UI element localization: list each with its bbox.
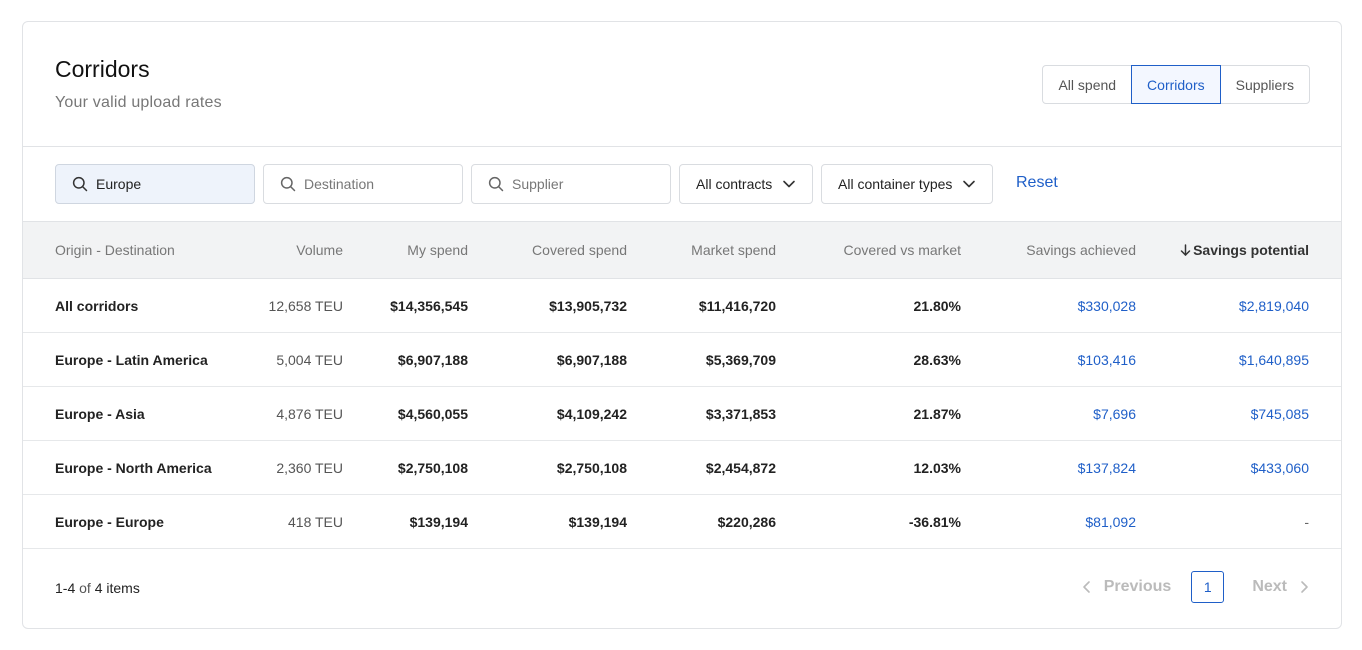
column-header-my-spend[interactable]: My spend [407, 242, 468, 258]
cell-covered-spend: $6,907,188 [556, 351, 627, 368]
cell-covered-vs-market: -36.81% [908, 513, 961, 530]
table-row[interactable]: Europe - Asia 4,876 TEU $4,560,055 $4,10… [23, 387, 1341, 441]
origin-search-input[interactable] [96, 176, 246, 192]
cell-market-spend: $11,416,720 [698, 297, 776, 314]
contracts-dropdown-label: All contracts [696, 176, 773, 192]
cell-my-spend: $14,356,545 [390, 297, 468, 314]
table-header-row: Origin - Destination Volume My spend Cov… [23, 221, 1341, 279]
destination-search-field[interactable] [263, 164, 463, 204]
column-header-savings-potential[interactable]: Savings potential [1136, 222, 1341, 279]
segment-suppliers[interactable]: Suppliers [1219, 65, 1310, 104]
cell-covered-vs-market: 28.63% [913, 351, 961, 368]
contracts-dropdown[interactable]: All contracts [679, 164, 814, 204]
cell-savings-achieved[interactable]: $103,416 [1077, 351, 1136, 368]
container-types-dropdown-label: All container types [838, 176, 953, 192]
table-row[interactable]: Europe - Europe 418 TEU $139,194 $139,19… [23, 495, 1341, 549]
cell-savings-potential[interactable]: $745,085 [1250, 405, 1309, 422]
supplier-search-field[interactable] [471, 164, 671, 204]
container-types-dropdown[interactable]: All container types [821, 164, 994, 204]
cell-covered-spend: $2,750,108 [556, 459, 627, 476]
corridors-card: Corridors Your valid upload rates All sp… [22, 21, 1342, 629]
cell-savings-potential: - [1304, 513, 1309, 530]
item-count: 1-4 of 4 items [55, 580, 140, 596]
cell-covered-vs-market: 12.03% [913, 459, 961, 476]
cell-savings-achieved[interactable]: $81,092 [1085, 513, 1136, 530]
origin-search-field[interactable] [55, 164, 255, 204]
column-header-savings-potential-label: Savings potential [1193, 242, 1309, 258]
cell-market-spend: $5,369,709 [705, 351, 776, 368]
cell-volume: 4,876 TEU [276, 405, 343, 422]
table-row[interactable]: Europe - North America 2,360 TEU $2,750,… [23, 441, 1341, 495]
cell-savings-potential[interactable]: $433,060 [1250, 459, 1309, 476]
chevron-down-icon [962, 177, 976, 191]
segment-corridors[interactable]: Corridors [1131, 65, 1221, 104]
cell-market-spend: $2,454,872 [705, 459, 776, 476]
cell-covered-spend: $139,194 [568, 513, 627, 530]
item-total: 4 items [94, 580, 140, 596]
chevron-right-icon [1299, 580, 1309, 594]
item-count-of: of [79, 580, 91, 596]
cell-covered-spend: $13,905,732 [549, 297, 627, 314]
next-page-button[interactable]: Next [1252, 578, 1309, 596]
cell-savings-potential[interactable]: $1,640,895 [1238, 351, 1309, 368]
card-header: Corridors Your valid upload rates All sp… [23, 22, 1341, 147]
column-header-origin-destination[interactable]: Origin - Destination [55, 242, 175, 258]
cell-market-spend: $220,286 [717, 513, 776, 530]
table-row[interactable]: All corridors 12,658 TEU $14,356,545 $13… [23, 279, 1341, 333]
page-number-button[interactable]: 1 [1191, 571, 1225, 603]
cell-volume: 418 TEU [288, 513, 343, 530]
next-page-label: Next [1252, 578, 1287, 595]
reset-filters-button[interactable]: Reset [1016, 174, 1058, 191]
item-range: 1-4 [55, 580, 76, 596]
page-subtitle: Your valid upload rates [55, 94, 222, 111]
cell-savings-achieved[interactable]: $7,696 [1093, 405, 1136, 422]
cell-savings-achieved[interactable]: $137,824 [1077, 459, 1136, 476]
column-header-covered-spend[interactable]: Covered spend [532, 242, 627, 258]
cell-volume: 5,004 TEU [276, 351, 343, 368]
cell-corridor: Europe - Latin America [55, 351, 208, 368]
cell-corridor: Europe - North America [55, 459, 212, 476]
cell-volume: 12,658 TEU [268, 297, 343, 314]
filter-bar: All contracts All container types Reset [23, 147, 1341, 221]
supplier-search-input[interactable] [512, 176, 662, 192]
search-icon [280, 176, 296, 192]
chevron-down-icon [782, 177, 796, 191]
arrow-down-icon [1180, 242, 1193, 258]
page-title: Corridors [55, 56, 150, 82]
search-icon [72, 176, 88, 192]
column-header-savings-achieved[interactable]: Savings achieved [1026, 242, 1136, 258]
column-header-market-spend[interactable]: Market spend [691, 242, 776, 258]
previous-page-label: Previous [1103, 578, 1172, 595]
pagination: Previous 1 Next [1082, 571, 1309, 603]
cell-covered-vs-market: 21.87% [913, 405, 961, 422]
cell-my-spend: $2,750,108 [397, 459, 468, 476]
cell-savings-potential[interactable]: $2,819,040 [1238, 297, 1309, 314]
cell-corridor: Europe - Europe [55, 513, 164, 530]
chevron-left-icon [1082, 580, 1092, 594]
cell-my-spend: $139,194 [409, 513, 468, 530]
cell-corridor: Europe - Asia [55, 405, 145, 422]
segment-all-spend[interactable]: All spend [1042, 65, 1133, 104]
cell-market-spend: $3,371,853 [705, 405, 776, 422]
corridors-table: Origin - Destination Volume My spend Cov… [23, 221, 1341, 549]
table-footer: 1-4 of 4 items Previous 1 Next [23, 548, 1341, 628]
search-icon [488, 176, 504, 192]
cell-savings-achieved[interactable]: $330,028 [1077, 297, 1136, 314]
cell-covered-spend: $4,109,242 [556, 405, 627, 422]
cell-my-spend: $4,560,055 [397, 405, 468, 422]
table-row[interactable]: Europe - Latin America 5,004 TEU $6,907,… [23, 333, 1341, 387]
previous-page-button[interactable]: Previous [1082, 578, 1172, 596]
cell-covered-vs-market: 21.80% [913, 297, 961, 314]
cell-corridor: All corridors [55, 297, 139, 314]
destination-search-input[interactable] [304, 176, 454, 192]
view-segmented-control: All spend Corridors Suppliers [1042, 65, 1310, 104]
column-header-covered-vs-market[interactable]: Covered vs market [843, 242, 961, 258]
column-header-volume[interactable]: Volume [296, 242, 343, 258]
cell-volume: 2,360 TEU [276, 459, 343, 476]
cell-my-spend: $6,907,188 [397, 351, 468, 368]
